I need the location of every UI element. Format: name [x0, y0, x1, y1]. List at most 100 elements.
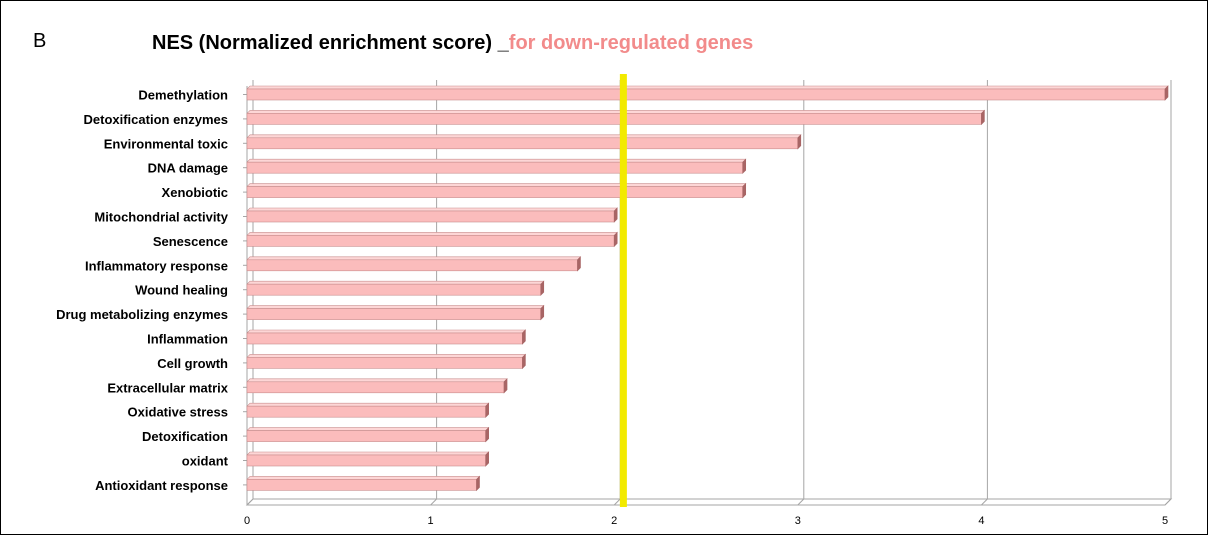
bar-3 [246, 158, 747, 174]
x-tick-label: 0 [244, 515, 250, 527]
chart-title: NES (Normalized enrichment score) _for d… [152, 32, 753, 55]
x-tick-label: 2 [611, 515, 617, 527]
bar-12 [246, 378, 508, 394]
category-label: Environmental toxic [104, 136, 228, 151]
bar-10 [246, 329, 527, 345]
bar-top-face [246, 427, 490, 431]
gridline-foot-0 [246, 498, 254, 506]
category-label: Drug metabolizing enzymes [56, 307, 228, 322]
category-label: Cell growth [157, 356, 228, 371]
bar-top-face [246, 256, 582, 261]
bar-front-face [246, 186, 744, 198]
category-label: Senescence [153, 234, 228, 249]
x-tick-label: 3 [795, 515, 801, 527]
bar-5 [246, 207, 618, 223]
bar-6 [246, 231, 618, 248]
bar-1 [246, 109, 986, 126]
bar-15 [246, 451, 490, 467]
bar-16 [246, 475, 481, 492]
category-label: Oxidative stress [128, 405, 228, 420]
bar-14 [246, 426, 490, 443]
bar-top-face [246, 183, 747, 187]
bar-top-face [246, 110, 986, 114]
bar-top-face [246, 207, 618, 212]
bar-top-face [246, 158, 747, 163]
category-label: Extracellular matrix [107, 380, 228, 395]
category-label: Detoxification [142, 429, 228, 444]
bar-side-face [540, 304, 545, 321]
floor-edge [245, 498, 1173, 506]
bar-side-face [742, 182, 747, 199]
category-label: Detoxification enzymes [84, 112, 229, 127]
bar-top-face [246, 354, 527, 358]
bar-7 [246, 256, 582, 272]
bar-top-face [246, 451, 490, 456]
bar-8 [246, 280, 545, 296]
chart-title-highlight: for down-regulated genes [508, 32, 754, 54]
x-tick-label: 4 [978, 515, 984, 527]
category-label-layer: Demethylation Detoxification enzymes Envir… [56, 88, 229, 493]
chart-title-main: NES (Normalized enrichment score) _ [152, 32, 509, 54]
bar-side-face [613, 231, 618, 248]
bar-top-face [246, 85, 1169, 90]
bar-side-face [540, 280, 545, 296]
bar-side-face [1164, 85, 1169, 101]
gridline-foot-5 [1164, 498, 1172, 506]
bar-top-face [246, 378, 508, 383]
bar-front-face [246, 113, 982, 125]
bar-front-face [246, 235, 615, 247]
category-label: DNA damage [148, 161, 228, 176]
bar-side-face [522, 329, 526, 345]
bar-top-face [246, 329, 527, 334]
category-label: Inflammation [147, 332, 228, 347]
category-label: Xenobiotic [162, 185, 228, 200]
bar-top-face [246, 402, 490, 407]
bar-side-face [476, 475, 480, 492]
bar-13 [246, 402, 490, 418]
bar-top-face [246, 280, 545, 285]
bar-front-face [246, 259, 578, 272]
bar-side-face [503, 378, 508, 394]
bar-0 [246, 85, 1169, 101]
category-label: Antioxidant response [95, 478, 228, 493]
bar-front-face [246, 479, 477, 491]
bar-side-face [485, 402, 489, 418]
category-label: Wound healing [135, 283, 228, 298]
threshold-layer [619, 74, 627, 507]
category-label: Mitochondrial activity [94, 210, 228, 225]
gridline-foot-3 [797, 498, 805, 506]
bar-top-face [246, 134, 802, 139]
bar-front-face [246, 357, 523, 369]
bar-11 [246, 353, 527, 370]
bar-side-face [577, 256, 581, 272]
x-tick-label: 1 [428, 515, 434, 527]
bar-9 [246, 304, 545, 321]
bar-side-face [485, 426, 489, 443]
panel-label: B [33, 30, 47, 52]
bar-side-face [485, 451, 489, 467]
gridline-foot-1 [430, 498, 437, 506]
gridline-foot-4 [981, 498, 988, 506]
tick-label-layer: 0 1 2 3 4 5 [244, 515, 1168, 527]
bar-side-face [613, 207, 618, 223]
x-tick-label: 5 [1162, 515, 1168, 527]
bar-front-face [246, 405, 486, 418]
bar-side-face [981, 109, 985, 126]
category-label: Demethylation [138, 88, 228, 103]
bar-side-face [742, 158, 747, 174]
bar-top-face [246, 476, 481, 480]
threshold-line [619, 74, 627, 507]
bar-2 [246, 134, 802, 150]
bar-side-face [522, 353, 526, 370]
bar-front-face [246, 137, 799, 150]
bar-4 [246, 182, 747, 199]
bar-top-face [246, 305, 545, 309]
bar-front-face [246, 283, 542, 296]
bar-front-face [246, 332, 523, 345]
bar-front-face [246, 210, 615, 223]
category-label: Inflammatory response [85, 258, 228, 273]
bar-front-face [246, 308, 542, 320]
bar-side-face [797, 134, 802, 150]
gridline-foot-2 [613, 498, 621, 506]
bar-front-face [246, 430, 486, 442]
